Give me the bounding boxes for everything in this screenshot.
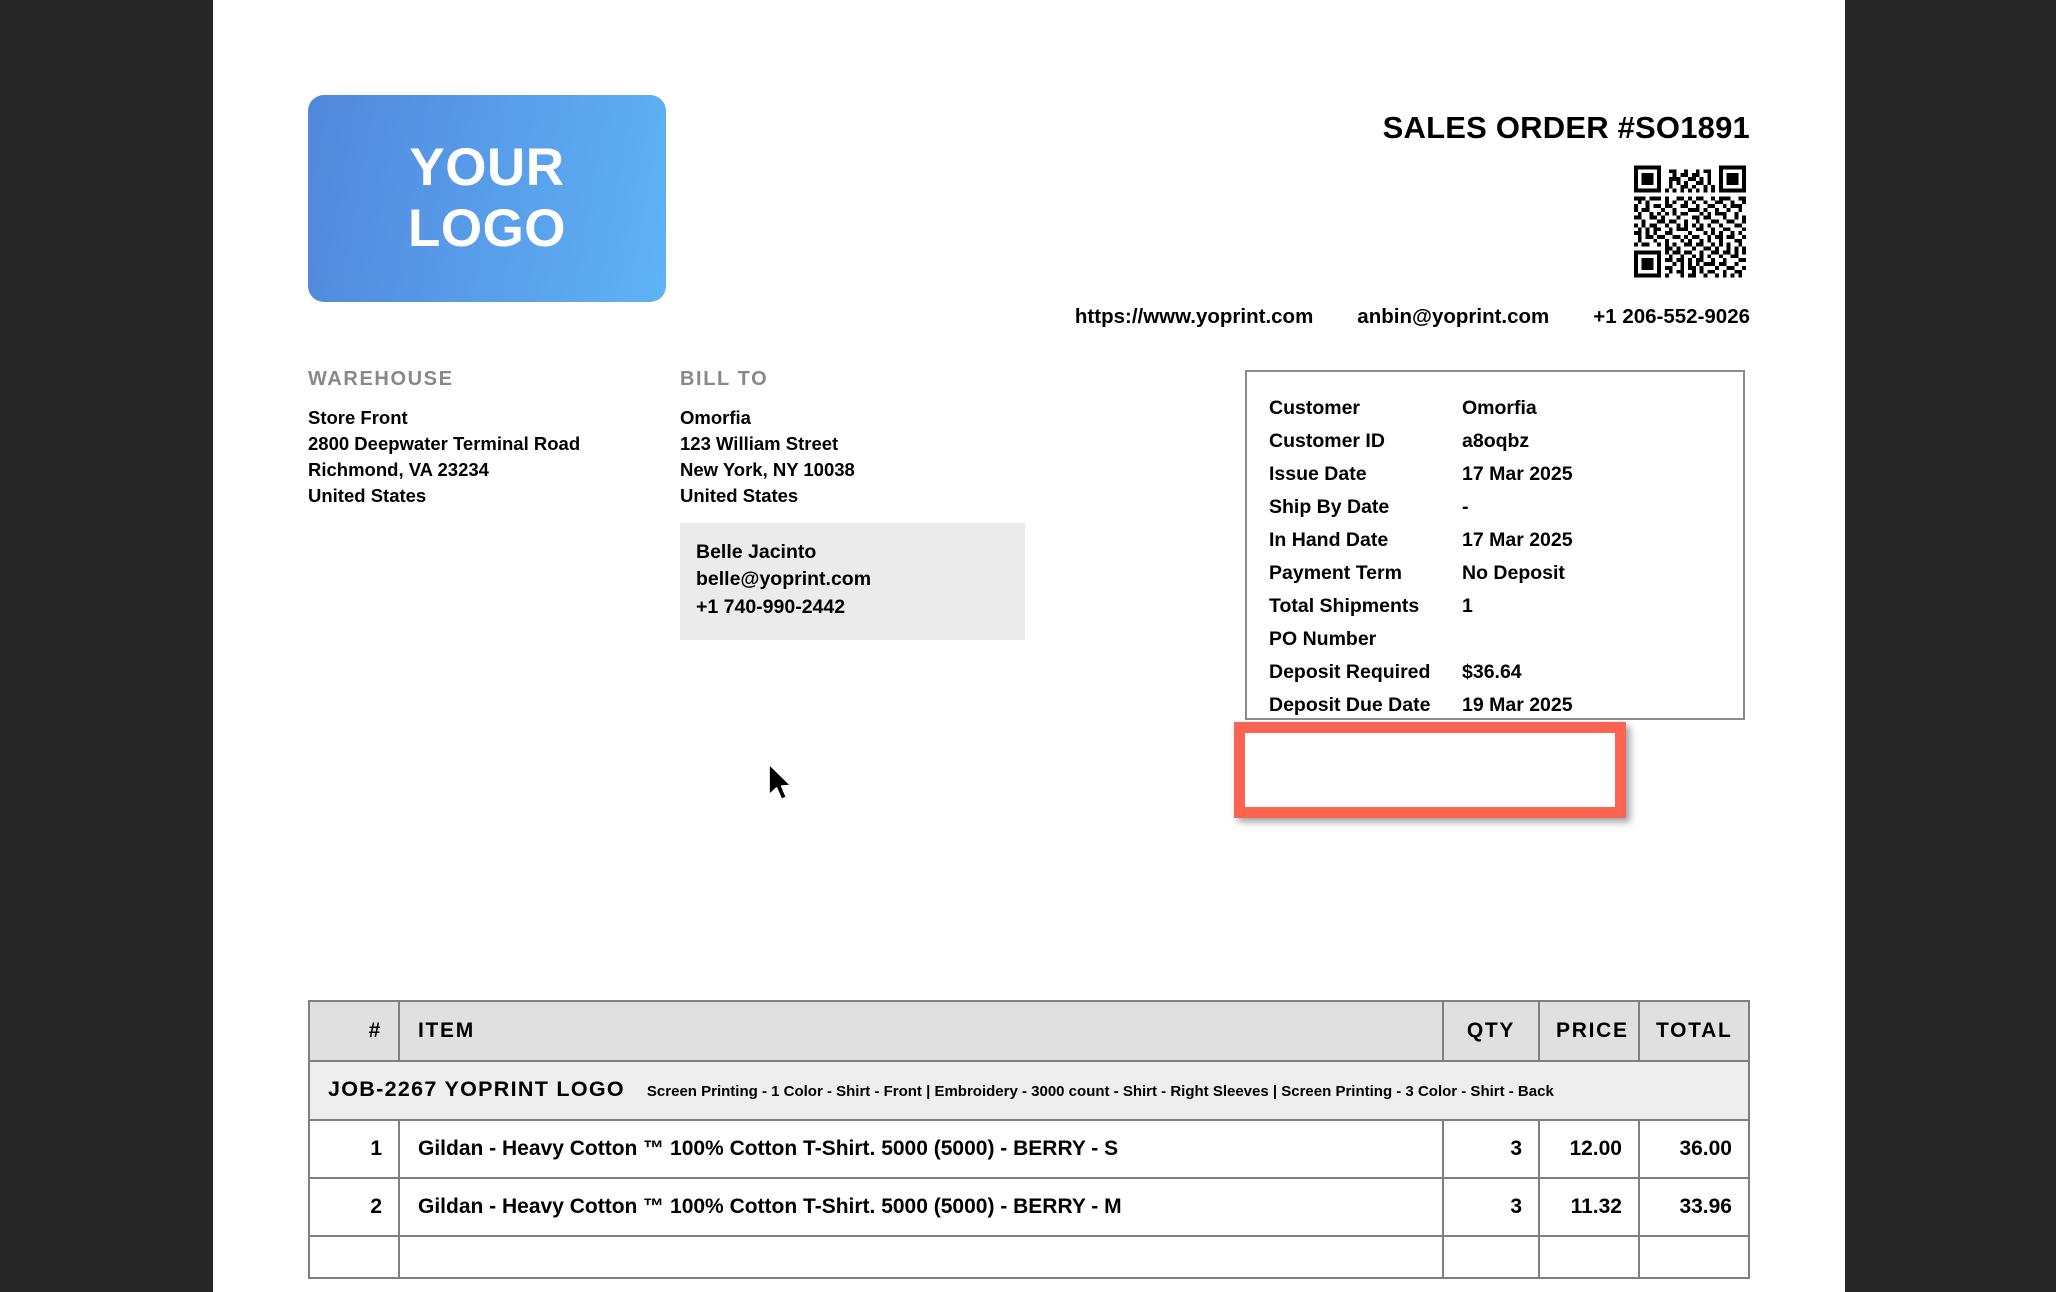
cell-price: 11.32 [1538, 1177, 1640, 1237]
contact-person-name: Belle Jacinto [696, 540, 817, 563]
job-description: Screen Printing - 1 Color - Shirt - Fron… [646, 1083, 1554, 1100]
contact-person-phone: +1 740-990-2442 [696, 595, 846, 618]
info-row-issue-date: Issue Date 17 Mar 2025 [1269, 462, 1721, 487]
company-website[interactable]: https://www.yoprint.com [1074, 305, 1314, 328]
table-row: 2 Gildan - Heavy Cotton ™ 100% Cotton T-… [308, 1177, 1750, 1237]
cell-qty: 3 [1442, 1177, 1540, 1237]
info-value: 17 Mar 2025 [1462, 528, 1573, 551]
cell-number [308, 1235, 400, 1279]
info-value: a8oqbz [1462, 429, 1530, 452]
line-items-table: # ITEM QTY PRICE TOTAL JOB-2267 YOPRINT … [308, 1000, 1750, 1279]
qr-code-icon [1634, 165, 1746, 278]
info-row-in-hand-date: In Hand Date 17 Mar 2025 [1269, 528, 1721, 553]
bill-to-city-state-zip: New York, NY 10038 [680, 458, 855, 480]
job-group-row: JOB-2267 YOPRINT LOGO Screen Printing - 1… [308, 1060, 1750, 1121]
company-phone: +1 206-552-9026 [1593, 305, 1750, 328]
bill-to-label: BILL TO [680, 368, 769, 390]
info-row-po-number: PO Number [1269, 627, 1721, 652]
cell-number: 1 [308, 1119, 400, 1179]
info-row-ship-by-date: Ship By Date - [1269, 495, 1721, 520]
company-logo: YOUR LOGO [308, 95, 666, 302]
warehouse-name: Store Front [308, 407, 408, 428]
warehouse-address: Store Front 2800 Deepwater Terminal Road… [308, 405, 638, 509]
logo-line-2: LOGO [407, 198, 567, 258]
info-key: In Hand Date [1269, 528, 1389, 551]
info-key: Customer [1269, 397, 1361, 419]
warehouse-city-state-zip: Richmond, VA 23234 [308, 458, 489, 480]
company-contact-line: https://www.yoprint.com anbin@yoprint.co… [1075, 305, 1750, 329]
info-row-customer: Customer Omorfia [1269, 396, 1721, 421]
info-key: Deposit Required [1269, 660, 1431, 683]
column-header-qty: QTY [1442, 1000, 1540, 1062]
info-value: $36.64 [1462, 660, 1522, 683]
column-header-item: ITEM [398, 1000, 1444, 1062]
company-email[interactable]: anbin@yoprint.com [1357, 305, 1550, 328]
cell-total: 36.00 [1638, 1119, 1750, 1179]
bill-to-street: 123 William Street [680, 432, 839, 454]
warehouse-label: WAREHOUSE [308, 368, 454, 390]
cell-item: Gildan - Heavy Cotton ™ 100% Cotton T-Sh… [398, 1177, 1444, 1237]
cell-price [1538, 1235, 1640, 1279]
bill-to-contact-card: Belle Jacinto belle@yoprint.com +1 740-9… [680, 522, 1025, 640]
page-title: SALES ORDER #SO1891 [1382, 110, 1750, 145]
info-value: 19 Mar 2025 [1462, 693, 1573, 716]
info-value: No Deposit [1462, 561, 1565, 584]
column-header-total: TOTAL [1638, 1000, 1750, 1062]
info-key: Payment Term [1269, 561, 1402, 584]
logo-line-1: YOUR [409, 137, 565, 197]
document-page: YOUR LOGO SALES ORDER #SO1891 [213, 0, 1845, 1292]
table-row-partial [308, 1235, 1750, 1279]
warehouse-street: 2800 Deepwater Terminal Road [308, 432, 581, 454]
cell-qty: 3 [1442, 1119, 1540, 1179]
bill-to-address: Omorfia 123 William Street New York, NY … [680, 405, 1025, 509]
cell-total: 33.96 [1638, 1177, 1750, 1237]
info-value: Omorfia [1462, 397, 1537, 419]
info-value: - [1462, 495, 1469, 518]
bill-to-name: Omorfia [680, 407, 751, 428]
cell-item: Gildan - Heavy Cotton ™ 100% Cotton T-Sh… [398, 1119, 1444, 1179]
cell-qty [1442, 1235, 1540, 1279]
column-header-number: # [308, 1000, 400, 1062]
bill-to-country: United States [680, 484, 799, 506]
warehouse-country: United States [308, 484, 427, 506]
job-group-cell: JOB-2267 YOPRINT LOGO Screen Printing - 1… [308, 1060, 1750, 1121]
column-header-price: PRICE [1538, 1000, 1640, 1062]
cell-item [398, 1235, 1444, 1279]
info-key: Customer ID [1269, 429, 1385, 452]
info-row-deposit-due-date: Deposit Due Date 19 Mar 2025 [1269, 693, 1721, 718]
cell-number: 2 [308, 1177, 400, 1237]
bill-to-block: BILL TO Omorfia 123 William Street New Y… [680, 368, 1025, 640]
job-code: JOB-2267 YOPRINT LOGO [328, 1077, 625, 1101]
table-row: 1 Gildan - Heavy Cotton ™ 100% Cotton T-… [308, 1119, 1750, 1179]
table-header-row: # ITEM QTY PRICE TOTAL [308, 1000, 1750, 1062]
info-key: Ship By Date [1269, 495, 1390, 518]
info-row-deposit-required: Deposit Required $36.64 [1269, 660, 1721, 685]
info-row-payment-term: Payment Term No Deposit [1269, 561, 1721, 586]
info-row-total-shipments: Total Shipments 1 [1269, 594, 1721, 619]
info-key: Issue Date [1269, 462, 1367, 485]
info-key: Total Shipments [1269, 594, 1420, 617]
order-summary-box: Customer Omorfia Customer ID a8oqbz Issu… [1245, 370, 1745, 720]
info-key: PO Number [1269, 627, 1377, 650]
cell-price: 12.00 [1538, 1119, 1640, 1179]
info-value: 1 [1462, 594, 1473, 617]
cell-total [1638, 1235, 1750, 1279]
info-value: 17 Mar 2025 [1462, 462, 1573, 485]
info-key: Deposit Due Date [1269, 693, 1431, 716]
warehouse-block: WAREHOUSE Store Front 2800 Deepwater Ter… [308, 368, 638, 509]
info-row-customer-id: Customer ID a8oqbz [1269, 429, 1721, 454]
contact-person-email[interactable]: belle@yoprint.com [696, 568, 872, 591]
